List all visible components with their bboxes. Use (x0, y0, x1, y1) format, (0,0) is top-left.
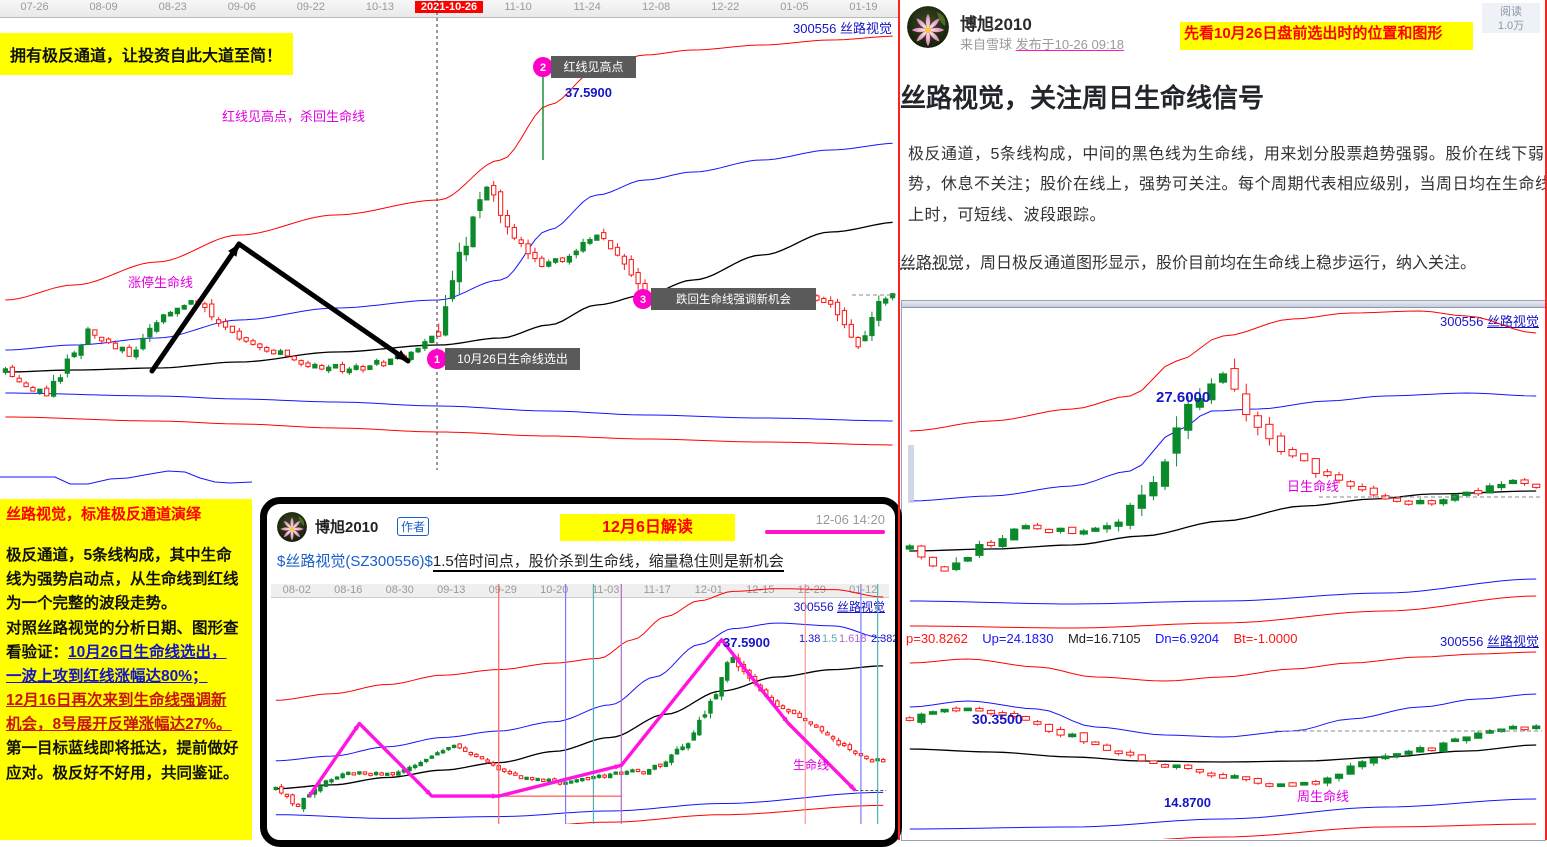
svg-text:跌回生命线强调新机会: 跌回生命线强调新机会 (676, 292, 791, 306)
svg-text:10月26日生命线选出: 10月26日生命线选出 (457, 351, 568, 366)
svg-text:红线见高点: 红线见高点 (563, 59, 623, 74)
svg-text:3: 3 (640, 294, 646, 306)
svg-text:2: 2 (540, 62, 546, 74)
svg-text:1: 1 (434, 354, 440, 366)
